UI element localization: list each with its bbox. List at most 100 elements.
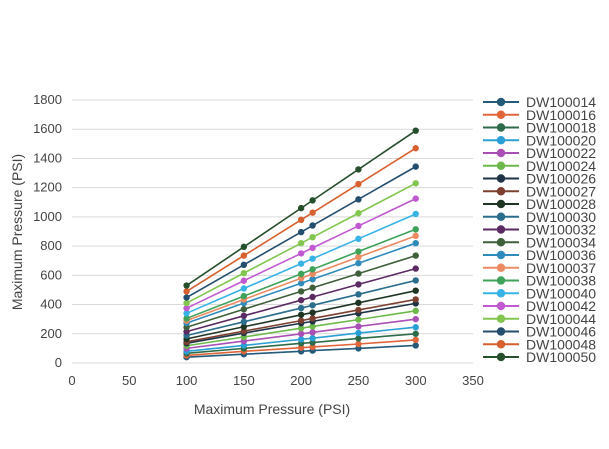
series-line bbox=[186, 298, 416, 343]
data-point bbox=[297, 275, 305, 282]
y-tick-label: 1000 bbox=[33, 209, 62, 224]
data-point bbox=[297, 344, 305, 351]
legend-label: DW100020 bbox=[526, 132, 596, 148]
legend-swatch-marker bbox=[496, 301, 506, 311]
series-line bbox=[186, 279, 416, 337]
gridlines bbox=[72, 99, 473, 364]
y-axis: 0 200 400 600 800 1000 1200 1400 1600 1800 bbox=[33, 92, 62, 370]
data-point bbox=[412, 336, 419, 344]
x-tick-label: 200 bbox=[290, 373, 312, 388]
data-point bbox=[309, 334, 316, 342]
y-tick-label: 1200 bbox=[33, 180, 62, 195]
data-point bbox=[309, 309, 316, 316]
data-point bbox=[412, 226, 419, 233]
series-line bbox=[186, 165, 417, 299]
legend-swatch-marker bbox=[496, 187, 506, 196]
legend-label: DW100042 bbox=[526, 298, 596, 314]
data-point bbox=[240, 342, 248, 349]
data-point bbox=[297, 330, 305, 337]
data-point bbox=[355, 196, 362, 203]
data-point bbox=[412, 252, 419, 259]
legend-swatch-marker bbox=[496, 352, 506, 362]
legend-item: DW100026 bbox=[483, 171, 596, 187]
data-point bbox=[183, 305, 190, 312]
legend-item: DW100020 bbox=[483, 132, 596, 148]
legend-item: DW100036 bbox=[483, 247, 596, 263]
data-point bbox=[297, 204, 305, 212]
x-tick-label: 50 bbox=[122, 373, 136, 388]
data-point bbox=[412, 163, 419, 170]
data-point bbox=[297, 317, 305, 324]
legend-label: DW100048 bbox=[526, 336, 596, 352]
data-point bbox=[183, 310, 190, 317]
data-point bbox=[240, 269, 248, 277]
data-point bbox=[309, 343, 316, 351]
data-point bbox=[309, 266, 316, 273]
data-point bbox=[297, 216, 305, 224]
data-point bbox=[355, 248, 362, 255]
data-point bbox=[355, 260, 362, 267]
legend-label: DW100016 bbox=[526, 107, 596, 123]
legend-item: DW100038 bbox=[483, 273, 596, 289]
legend-item: DW100018 bbox=[483, 120, 596, 136]
data-point bbox=[309, 329, 316, 336]
series-line bbox=[186, 344, 416, 358]
legend-swatch-marker bbox=[496, 276, 506, 285]
legend-item: DW100032 bbox=[483, 222, 596, 238]
data-point bbox=[355, 345, 362, 352]
x-tick-label: 250 bbox=[348, 373, 370, 388]
data-point bbox=[309, 293, 316, 301]
series-dw100028 bbox=[183, 287, 419, 343]
legend-swatch-marker bbox=[496, 123, 506, 132]
data-point bbox=[297, 325, 305, 332]
data-point bbox=[309, 197, 316, 204]
data-point bbox=[412, 324, 419, 331]
data-point bbox=[240, 277, 248, 284]
legend-swatch-marker bbox=[496, 174, 506, 183]
series-line bbox=[186, 326, 416, 353]
data-point bbox=[183, 328, 190, 335]
data-point bbox=[412, 277, 419, 284]
series-group bbox=[183, 127, 419, 361]
y-tick-label: 400 bbox=[40, 297, 62, 312]
legend-label: DW100027 bbox=[526, 183, 596, 199]
data-point bbox=[297, 228, 305, 236]
y-axis-label: Maximum Pressure (PSI) bbox=[9, 154, 25, 310]
legend-item: DW100034 bbox=[483, 234, 596, 250]
data-point bbox=[240, 243, 248, 251]
x-axis-label: Maximum Pressure (PSI) bbox=[194, 401, 350, 417]
data-point bbox=[309, 302, 316, 309]
legend-label: DW100040 bbox=[526, 285, 596, 301]
legend-item: DW100014 bbox=[483, 94, 596, 110]
x-tick-label: 150 bbox=[233, 373, 255, 388]
y-tick-label: 0 bbox=[55, 355, 62, 370]
legend-label: DW100028 bbox=[526, 196, 596, 212]
legend-label: DW100038 bbox=[526, 273, 596, 289]
x-tick-label: 0 bbox=[68, 373, 75, 388]
series-dw100022 bbox=[183, 315, 419, 352]
series-dw100046 bbox=[183, 163, 419, 301]
legend-label: DW100014 bbox=[526, 94, 596, 110]
legend-item: DW100048 bbox=[483, 336, 596, 352]
series-line bbox=[186, 339, 416, 357]
legend-swatch-marker bbox=[496, 199, 506, 209]
data-point bbox=[183, 299, 190, 307]
data-point bbox=[355, 316, 362, 323]
data-point bbox=[183, 288, 190, 295]
data-point bbox=[297, 304, 305, 312]
data-point bbox=[309, 244, 316, 252]
series-line bbox=[186, 318, 416, 350]
legend-label: DW100044 bbox=[526, 311, 596, 327]
data-point bbox=[412, 145, 419, 152]
legend-swatch-marker bbox=[496, 340, 506, 349]
data-point bbox=[240, 318, 248, 325]
data-point bbox=[355, 180, 362, 188]
series-line bbox=[186, 267, 416, 333]
data-point bbox=[412, 296, 419, 303]
legend-item: DW100042 bbox=[483, 298, 596, 314]
legend-item: DW100027 bbox=[483, 183, 596, 199]
data-point bbox=[355, 323, 362, 330]
data-point bbox=[309, 339, 316, 346]
data-point bbox=[183, 315, 190, 322]
legend-label: DW100026 bbox=[526, 171, 596, 187]
